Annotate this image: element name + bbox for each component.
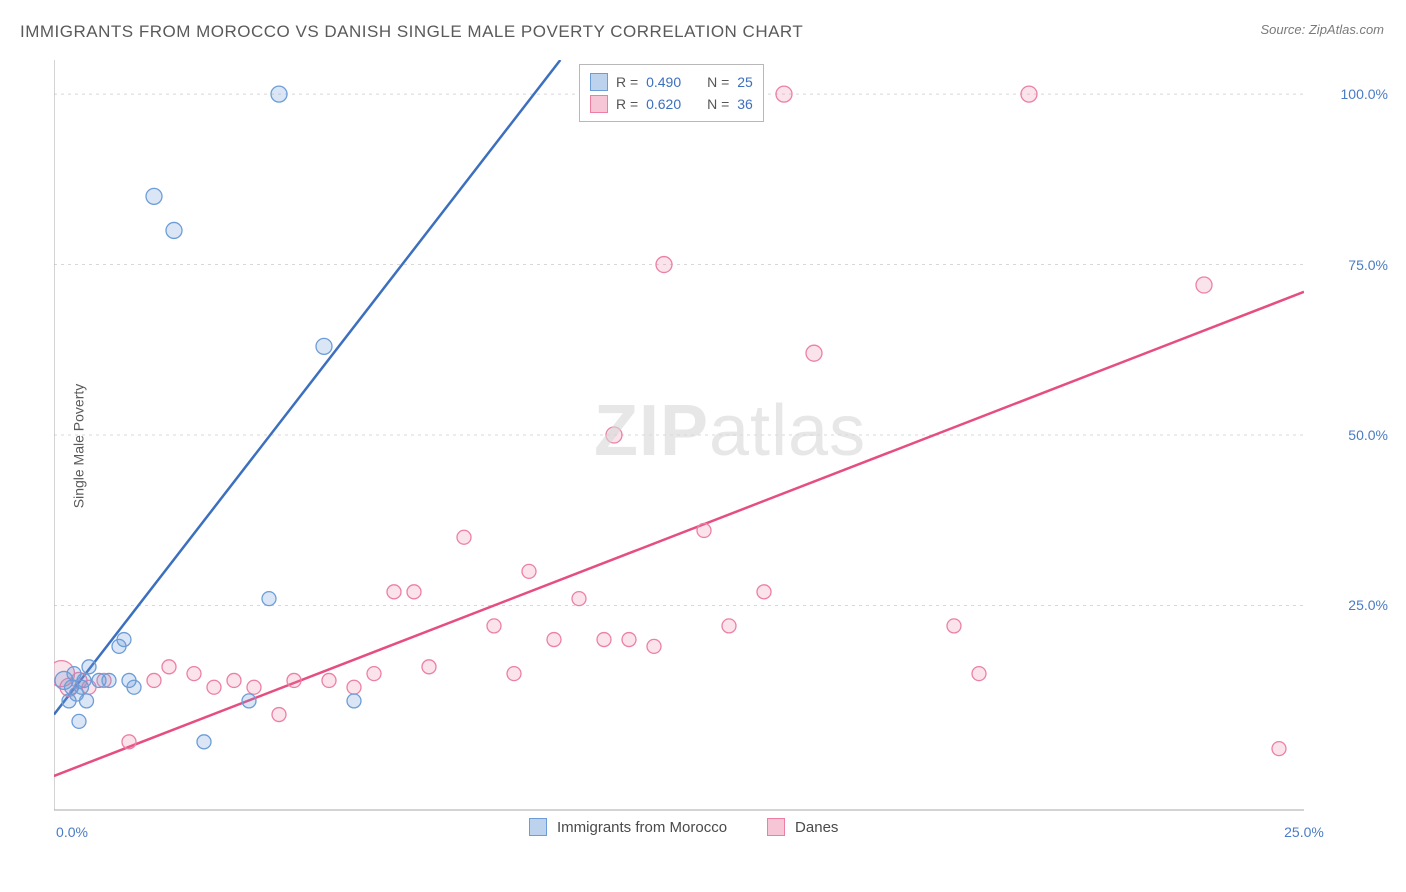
n-label: N = — [707, 74, 729, 90]
legend-row-series2: R = 0.620 N = 36 — [590, 93, 753, 115]
plot-area: ZIPatlas — [54, 60, 1304, 830]
y-tick-75: 75.0% — [1348, 257, 1388, 273]
swatch-blue — [590, 73, 608, 91]
series1-r-value: 0.490 — [646, 74, 681, 90]
correlation-legend: R = 0.490 N = 25 R = 0.620 N = 36 — [579, 64, 764, 122]
series1-n-value: 25 — [737, 74, 753, 90]
swatch-pink — [590, 95, 608, 113]
legend-row-series1: R = 0.490 N = 25 — [590, 71, 753, 93]
y-tick-100: 100.0% — [1341, 86, 1388, 102]
series2-name: Danes — [795, 819, 838, 836]
r-label: R = — [616, 96, 638, 112]
legend-item-series2: Danes — [767, 818, 838, 836]
swatch-blue — [529, 818, 547, 836]
chart-title: IMMIGRANTS FROM MOROCCO VS DANISH SINGLE… — [20, 22, 803, 42]
scatter-plot-svg — [54, 60, 1304, 830]
series2-n-value: 36 — [737, 96, 753, 112]
swatch-pink — [767, 818, 785, 836]
x-tick-0: 0.0% — [56, 824, 88, 840]
series2-r-value: 0.620 — [646, 96, 681, 112]
series1-name: Immigrants from Morocco — [557, 819, 727, 836]
r-label: R = — [616, 74, 638, 90]
y-tick-25: 25.0% — [1348, 597, 1388, 613]
source-attribution: Source: ZipAtlas.com — [1260, 22, 1384, 37]
legend-item-series1: Immigrants from Morocco — [529, 818, 727, 836]
x-tick-25: 25.0% — [1284, 824, 1324, 840]
y-tick-50: 50.0% — [1348, 427, 1388, 443]
series-legend: Immigrants from Morocco Danes — [529, 818, 838, 836]
n-label: N = — [707, 96, 729, 112]
